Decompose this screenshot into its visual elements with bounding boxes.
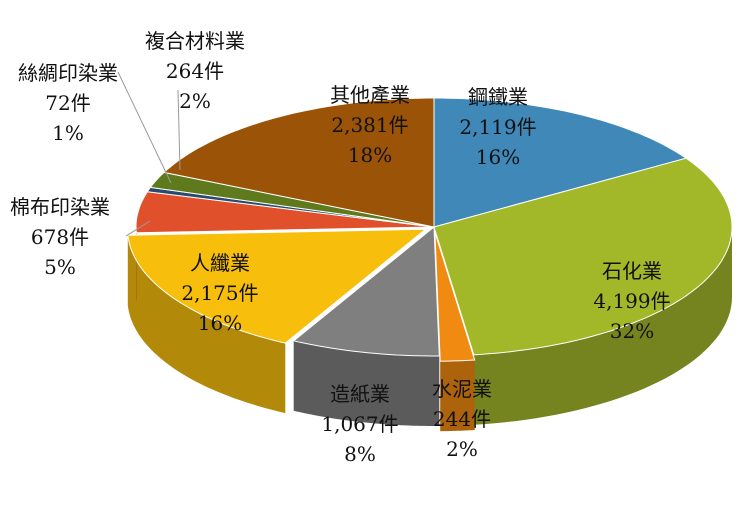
slice-count: 2,175件 [181, 281, 258, 305]
slice-count: 678件 [31, 225, 89, 249]
slice-name: 棉布印染業 [10, 195, 110, 219]
slice-count: 244件 [433, 407, 491, 431]
slice-side-cement [440, 360, 475, 432]
slice-label-man-made-fiber: 人纖業 2,175件 16% [181, 251, 258, 335]
leader-line-composite [177, 89, 181, 171]
slice-label-paper: 造紙業 1,067件 8% [321, 382, 398, 466]
slice-name: 人纖業 [190, 251, 250, 275]
slice-name: 水泥業 [432, 377, 492, 401]
slice-percent: 16% [198, 311, 242, 335]
slice-cotton-dyeing [135, 191, 435, 234]
slice-percent: 18% [348, 143, 392, 167]
leader-line-silk-dyeing [117, 71, 172, 184]
slice-name: 其他產業 [330, 83, 410, 107]
slice-percent: 1% [52, 121, 84, 145]
slice-label-other: 其他產業 2,381件 18% [330, 83, 410, 167]
slice-percent: 16% [476, 145, 520, 169]
slice-count: 2,119件 [459, 115, 536, 139]
pie-tops [127, 97, 733, 362]
slice-label-composite: 複合材料業 264件 2% [145, 29, 245, 113]
slice-name: 造紙業 [330, 382, 390, 406]
slice-name: 絲綢印染業 [18, 61, 118, 85]
slice-side-paper [293, 340, 440, 426]
slice-paper [292, 225, 440, 357]
slice-steel [433, 97, 688, 228]
slice-name: 石化業 [602, 259, 662, 283]
slice-label-cement: 水泥業 244件 2% [432, 377, 492, 461]
slice-percent: 32% [610, 319, 654, 343]
slice-percent: 8% [344, 442, 376, 466]
slice-label-silk-dyeing: 絲綢印染業 72件 1% [18, 61, 118, 145]
slice-count: 72件 [45, 91, 90, 115]
slice-petrochemical [433, 157, 733, 356]
slice-composite [149, 171, 435, 228]
slice-count: 4,199件 [593, 289, 670, 313]
slice-percent: 2% [179, 89, 211, 113]
slice-label-cotton-dyeing: 棉布印染業 678件 5% [10, 195, 110, 279]
slice-other [162, 97, 435, 228]
slice-side-man-made-fiber [127, 235, 286, 414]
slice-count: 1,067件 [321, 412, 398, 436]
slice-labels: 鋼鐵業 2,119件 16% 石化業 4,199件 32% 水泥業 244件 2% 造紙業 1,06… [10, 29, 671, 466]
leader-lines [117, 71, 181, 237]
slice-cement [434, 232, 476, 362]
slice-count: 264件 [166, 59, 224, 83]
slice-name: 鋼鐵業 [468, 85, 528, 109]
slice-count: 2,381件 [331, 113, 408, 137]
slice-percent: 5% [44, 255, 76, 279]
slice-label-steel: 鋼鐵業 2,119件 16% [459, 85, 536, 169]
slice-side-petrochemical [473, 227, 732, 425]
leader-line-cotton-dyeing [125, 220, 151, 237]
slice-percent: 2% [446, 437, 478, 461]
slice-label-petrochemical: 石化業 4,199件 32% [593, 259, 670, 343]
pie-sides [127, 227, 732, 432]
slice-name: 複合材料業 [145, 29, 245, 53]
slice-man-made-fiber [127, 228, 427, 344]
